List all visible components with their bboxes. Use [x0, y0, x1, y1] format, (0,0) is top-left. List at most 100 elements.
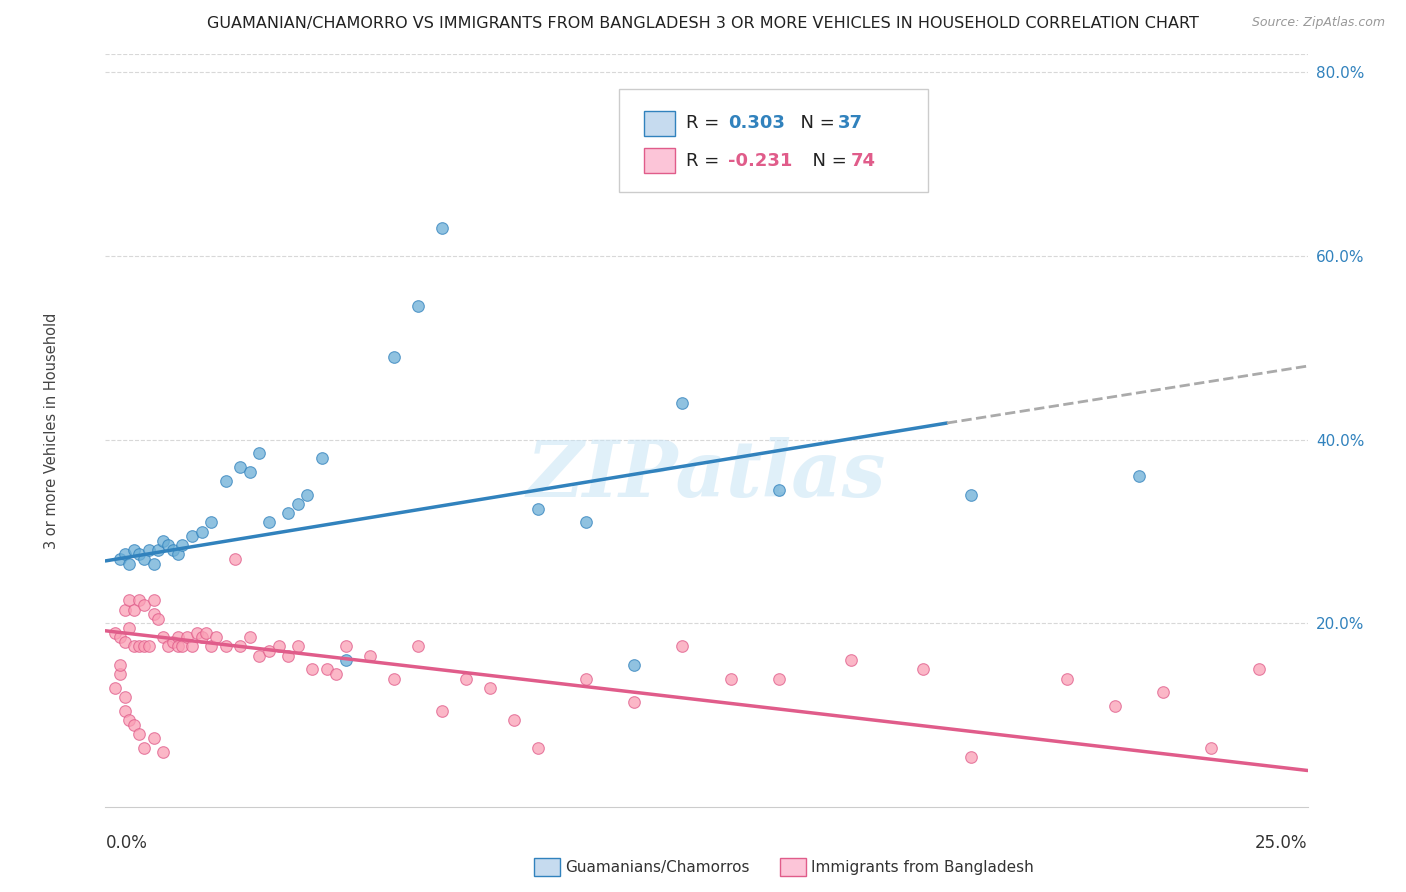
- Point: [1152, 685, 1174, 699]
- Point: [768, 483, 790, 497]
- Point: [114, 548, 136, 562]
- Point: [142, 557, 165, 571]
- Point: [247, 648, 270, 663]
- Text: 0.0%: 0.0%: [105, 834, 148, 852]
- Point: [132, 640, 155, 654]
- Point: [118, 713, 141, 727]
- Point: [181, 529, 204, 543]
- Point: [301, 662, 323, 676]
- Text: N =: N =: [801, 152, 853, 169]
- Point: [960, 488, 983, 502]
- Point: [382, 672, 405, 686]
- Text: 0.303: 0.303: [728, 114, 785, 132]
- Point: [148, 542, 170, 557]
- Point: [671, 640, 693, 654]
- Point: [124, 640, 146, 654]
- Point: [277, 506, 299, 520]
- Point: [138, 640, 160, 654]
- Point: [960, 749, 983, 764]
- Point: [287, 640, 309, 654]
- Point: [527, 740, 550, 755]
- Point: [166, 640, 188, 654]
- Point: [311, 450, 333, 465]
- Point: [104, 625, 127, 640]
- Point: [911, 662, 934, 676]
- Point: [172, 538, 194, 552]
- Point: [1056, 672, 1078, 686]
- Point: [720, 672, 742, 686]
- Point: [176, 630, 198, 644]
- Text: 25.0%: 25.0%: [1256, 834, 1308, 852]
- Text: 37: 37: [838, 114, 863, 132]
- Point: [148, 612, 170, 626]
- Point: [190, 524, 212, 539]
- Point: [108, 552, 131, 566]
- Text: Source: ZipAtlas.com: Source: ZipAtlas.com: [1251, 16, 1385, 29]
- Point: [768, 672, 790, 686]
- Point: [479, 681, 502, 695]
- Text: Immigrants from Bangladesh: Immigrants from Bangladesh: [811, 860, 1033, 874]
- Point: [1201, 740, 1223, 755]
- Point: [166, 630, 188, 644]
- Point: [132, 740, 155, 755]
- Text: Guamanians/Chamorros: Guamanians/Chamorros: [565, 860, 749, 874]
- Point: [430, 704, 453, 718]
- Point: [104, 681, 127, 695]
- Point: [172, 640, 194, 654]
- Point: [142, 607, 165, 622]
- Point: [406, 640, 429, 654]
- Point: [200, 516, 222, 530]
- Point: [118, 621, 141, 635]
- Point: [527, 501, 550, 516]
- Text: R =: R =: [686, 114, 725, 132]
- Point: [224, 552, 246, 566]
- Text: N =: N =: [789, 114, 841, 132]
- Point: [186, 625, 208, 640]
- Point: [287, 497, 309, 511]
- Point: [229, 640, 252, 654]
- Text: GUAMANIAN/CHAMORRO VS IMMIGRANTS FROM BANGLADESH 3 OR MORE VEHICLES IN HOUSEHOLD: GUAMANIAN/CHAMORRO VS IMMIGRANTS FROM BA…: [207, 16, 1199, 31]
- Point: [205, 630, 228, 644]
- Point: [214, 640, 236, 654]
- Point: [195, 625, 218, 640]
- Point: [190, 630, 212, 644]
- Point: [166, 548, 188, 562]
- Point: [142, 593, 165, 607]
- Point: [181, 640, 204, 654]
- Text: R =: R =: [686, 152, 725, 169]
- Point: [623, 657, 645, 672]
- Text: ZIPatlas: ZIPatlas: [527, 437, 886, 514]
- Point: [239, 630, 262, 644]
- Point: [454, 672, 477, 686]
- Point: [152, 533, 174, 548]
- Point: [382, 350, 405, 364]
- Point: [124, 542, 146, 557]
- Point: [108, 667, 131, 681]
- Point: [575, 672, 598, 686]
- Point: [200, 640, 222, 654]
- Point: [359, 648, 381, 663]
- Point: [430, 221, 453, 235]
- Point: [623, 694, 645, 708]
- Text: 74: 74: [851, 152, 876, 169]
- Point: [335, 640, 357, 654]
- Point: [132, 552, 155, 566]
- Point: [503, 713, 526, 727]
- Point: [114, 635, 136, 649]
- Point: [162, 542, 184, 557]
- Point: [1128, 469, 1150, 483]
- Point: [128, 640, 150, 654]
- Point: [108, 630, 131, 644]
- Point: [132, 598, 155, 612]
- Point: [108, 657, 131, 672]
- Text: -0.231: -0.231: [728, 152, 793, 169]
- Point: [114, 602, 136, 616]
- Point: [406, 299, 429, 313]
- Point: [124, 602, 146, 616]
- Point: [156, 640, 179, 654]
- Point: [575, 516, 598, 530]
- Point: [124, 717, 146, 731]
- Point: [152, 745, 174, 759]
- Point: [839, 653, 862, 667]
- Text: 3 or more Vehicles in Household: 3 or more Vehicles in Household: [44, 312, 59, 549]
